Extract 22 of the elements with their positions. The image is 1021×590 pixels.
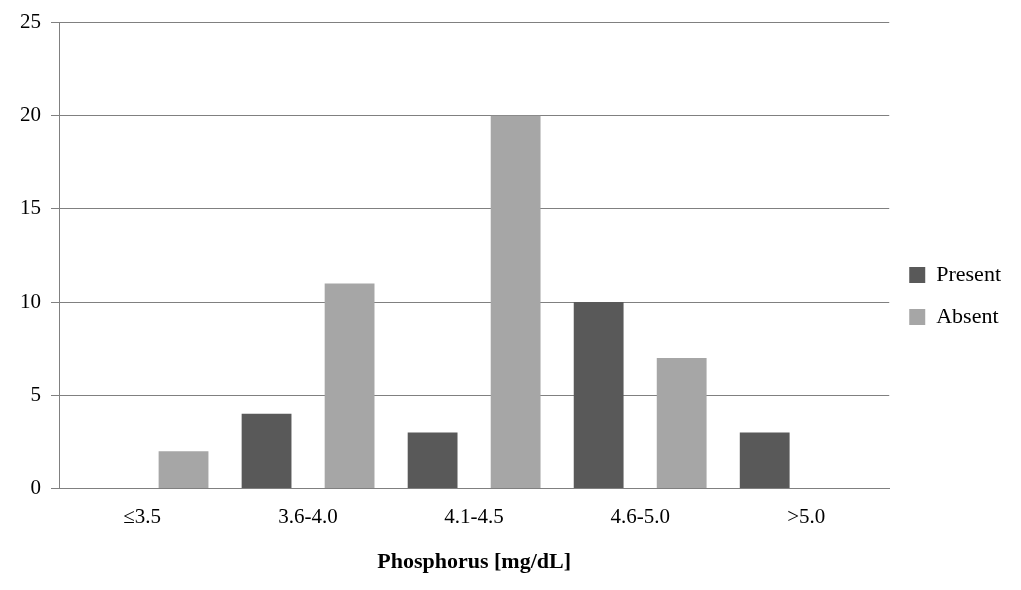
- y-tick-label: 15: [20, 195, 41, 220]
- bar: [490, 115, 541, 488]
- legend-label: Absent: [936, 302, 999, 328]
- bar: [241, 413, 292, 488]
- x-tick-label: 4.1-4.5: [444, 503, 504, 528]
- x-axis-title: Phosphorus [mg/dL]: [377, 548, 572, 574]
- x-tick-label: 4.6-5.0: [610, 503, 670, 528]
- bar: [656, 357, 707, 488]
- x-tick-label: 3.6-4.0: [278, 503, 338, 528]
- y-tick-label: 5: [30, 381, 41, 406]
- bar: [739, 432, 790, 488]
- x-tick-label: >5.0: [787, 503, 826, 528]
- y-tick-label: 25: [20, 9, 41, 34]
- y-tick-label: 10: [20, 288, 41, 313]
- bar: [407, 432, 458, 488]
- y-tick-label: 20: [20, 102, 41, 127]
- bar: [573, 302, 624, 488]
- x-tick-label: ≤3.5: [123, 503, 161, 528]
- bar: [158, 451, 209, 488]
- bar: [324, 283, 375, 488]
- y-tick-label: 0: [30, 474, 41, 499]
- legend-label: Present: [936, 260, 1001, 286]
